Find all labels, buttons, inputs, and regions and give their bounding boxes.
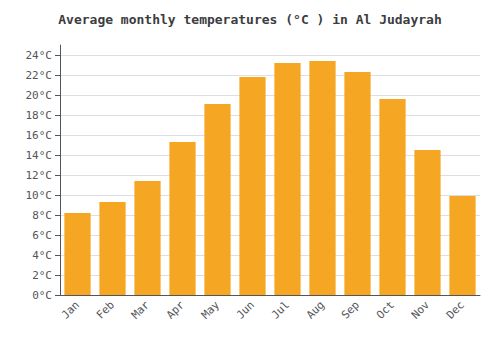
svg-text:Average monthly temperatures (: Average monthly temperatures (°C ) in Al… bbox=[58, 12, 442, 27]
svg-text:20°C: 20°C bbox=[26, 89, 53, 102]
svg-text:18°C: 18°C bbox=[26, 109, 53, 122]
svg-text:Mar: Mar bbox=[129, 298, 152, 321]
svg-text:Sep: Sep bbox=[339, 298, 362, 321]
svg-text:Nov: Nov bbox=[409, 298, 432, 321]
svg-text:May: May bbox=[199, 298, 222, 321]
svg-text:16°C: 16°C bbox=[26, 129, 53, 142]
svg-text:Dec: Dec bbox=[444, 298, 467, 321]
svg-text:Feb: Feb bbox=[94, 298, 117, 321]
svg-text:Jul: Jul bbox=[269, 298, 292, 321]
svg-text:Jun: Jun bbox=[234, 298, 257, 321]
svg-text:14°C: 14°C bbox=[26, 149, 53, 162]
svg-text:10°C: 10°C bbox=[26, 189, 53, 202]
svg-text:2°C: 2°C bbox=[32, 269, 52, 282]
svg-text:0°C: 0°C bbox=[32, 289, 52, 302]
svg-text:22°C: 22°C bbox=[26, 69, 53, 82]
svg-text:Oct: Oct bbox=[374, 298, 397, 321]
svg-text:4°C: 4°C bbox=[32, 249, 52, 262]
svg-text:8°C: 8°C bbox=[32, 209, 52, 222]
svg-text:Apr: Apr bbox=[164, 298, 187, 321]
svg-text:12°C: 12°C bbox=[26, 169, 53, 182]
svg-text:24°C: 24°C bbox=[26, 49, 53, 62]
svg-text:Jan: Jan bbox=[59, 298, 82, 321]
svg-text:6°C: 6°C bbox=[32, 229, 52, 242]
svg-text:Aug: Aug bbox=[304, 298, 327, 321]
